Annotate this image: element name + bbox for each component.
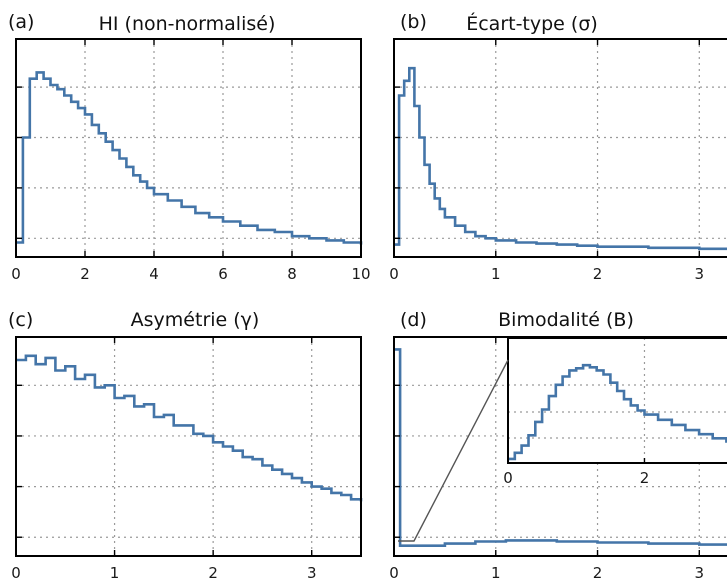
plot-frame	[15, 336, 362, 557]
inset-x-tick-label: 0	[503, 469, 513, 487]
panel-title: Asymétrie (γ)	[131, 309, 260, 331]
plot-frame	[393, 38, 727, 258]
series-line	[394, 348, 727, 547]
x-tick-label: 0	[389, 265, 399, 283]
x-tick-label: 3	[695, 265, 705, 283]
panel-sigma: 0 1 2 3 (b) Écart-type (σ)	[389, 11, 727, 283]
inset-frame	[507, 337, 727, 464]
x-tick-label: 4	[149, 265, 159, 283]
x-tick-label: 0	[11, 265, 21, 283]
panel-letter: (c)	[8, 309, 33, 331]
zoom-connector	[398, 359, 509, 542]
series-line	[16, 354, 363, 502]
panel-hi: 0 2 4 6 8 10 (a) HI (non-normalisé)	[8, 11, 371, 283]
inset-background	[508, 338, 727, 463]
x-tick-label: 2	[208, 564, 218, 582]
x-tick-label: 2	[80, 265, 90, 283]
panel-title: HI (non-normalisé)	[99, 13, 276, 35]
inset-x-tick-label: 2	[640, 469, 650, 487]
panel-letter: (a)	[8, 11, 34, 33]
panel-bimodality: 0 1 2 30 2(d) Bimodalité (B)	[389, 309, 727, 582]
series-line	[394, 66, 727, 251]
x-tick-label: 3	[307, 564, 317, 582]
x-tick-label: 3	[695, 564, 705, 582]
panel-title: Bimodalité (B)	[498, 309, 634, 331]
x-tick-label: 6	[218, 265, 228, 283]
series-line	[16, 71, 363, 245]
panel-letter: (d)	[400, 309, 427, 331]
x-tick-label: 1	[491, 564, 501, 582]
x-tick-label: 2	[593, 265, 603, 283]
x-tick-label: 2	[593, 564, 603, 582]
x-tick-label: 1	[491, 265, 501, 283]
x-tick-label: 10	[351, 265, 370, 283]
panel-gamma: 0 1 2 3 (c) Asymétrie (γ)	[8, 309, 363, 582]
x-tick-label: 8	[287, 265, 297, 283]
inset-series-line	[508, 363, 727, 461]
x-tick-label: 1	[110, 564, 120, 582]
panel-title: Écart-type (σ)	[466, 12, 598, 35]
x-tick-label: 0	[11, 564, 21, 582]
panel-letter: (b)	[400, 11, 427, 33]
x-tick-label: 0	[389, 564, 399, 582]
plot-frame	[15, 38, 362, 258]
